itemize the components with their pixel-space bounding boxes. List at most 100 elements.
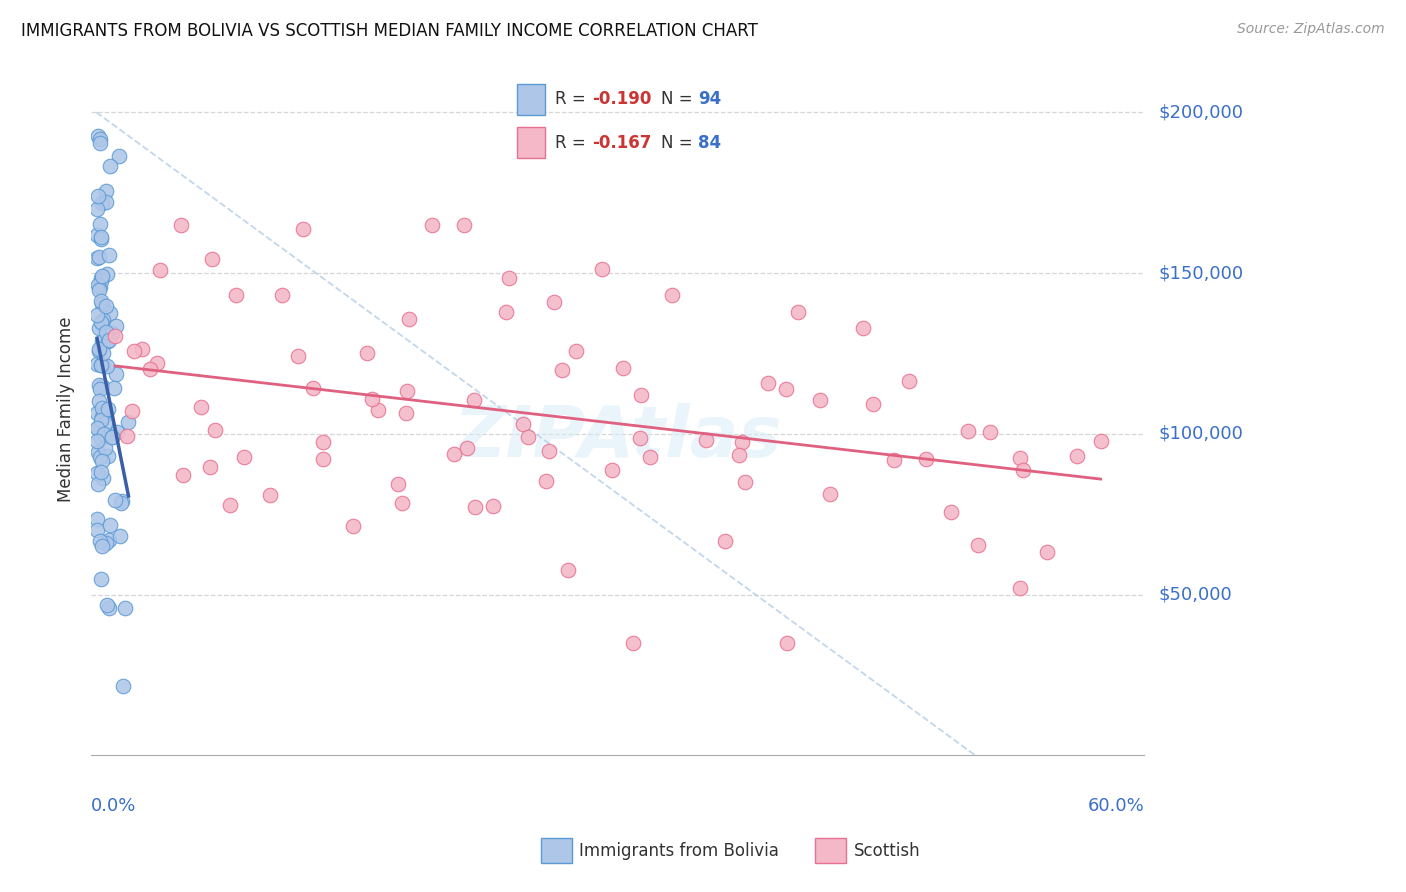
Point xyxy=(565,344,588,359)
Point xyxy=(630,388,652,402)
Point xyxy=(204,423,226,437)
Point xyxy=(90,270,112,285)
Point xyxy=(90,315,112,329)
Point xyxy=(628,431,651,445)
Point xyxy=(90,453,112,467)
Point xyxy=(190,401,212,415)
Point xyxy=(90,232,112,246)
Text: $50,000: $50,000 xyxy=(1159,585,1232,604)
Point xyxy=(498,271,520,285)
Point xyxy=(90,359,112,373)
Point xyxy=(114,600,136,615)
Point xyxy=(98,306,121,320)
Point xyxy=(90,229,112,244)
Point xyxy=(787,305,810,319)
Point xyxy=(90,431,112,445)
Point xyxy=(89,534,111,549)
Point xyxy=(90,572,112,586)
Point xyxy=(939,505,962,519)
Point xyxy=(108,528,131,542)
Point xyxy=(98,160,121,174)
Point xyxy=(551,363,574,377)
Point xyxy=(98,518,121,533)
Point xyxy=(110,494,132,508)
Point xyxy=(86,406,108,420)
Point xyxy=(87,378,110,392)
Point xyxy=(591,261,613,276)
Point xyxy=(302,381,325,395)
Point xyxy=(87,128,110,143)
Point xyxy=(612,360,634,375)
Point xyxy=(149,263,172,277)
Point xyxy=(97,248,120,262)
Point xyxy=(621,636,644,650)
Point xyxy=(543,295,565,310)
Point xyxy=(714,534,737,549)
Point xyxy=(104,492,127,507)
Point xyxy=(96,598,118,612)
Point xyxy=(89,280,111,294)
Point xyxy=(89,250,111,264)
Text: Scottish: Scottish xyxy=(853,842,920,860)
Text: IMMIGRANTS FROM BOLIVIA VS SCOTTISH MEDIAN FAMILY INCOME CORRELATION CHART: IMMIGRANTS FROM BOLIVIA VS SCOTTISH MEDI… xyxy=(21,22,758,40)
Point xyxy=(97,533,120,547)
Point xyxy=(87,277,110,292)
Point xyxy=(1008,451,1031,466)
Point xyxy=(86,227,108,242)
Point xyxy=(661,288,683,302)
Point xyxy=(93,404,115,418)
Point xyxy=(90,274,112,288)
Text: $200,000: $200,000 xyxy=(1159,103,1243,121)
Point xyxy=(86,523,108,537)
Point xyxy=(86,358,108,372)
Point xyxy=(104,329,127,343)
Point xyxy=(94,326,117,340)
Point xyxy=(557,563,579,577)
Point xyxy=(100,326,122,340)
Point xyxy=(198,460,221,475)
Point xyxy=(966,538,988,552)
Point xyxy=(101,430,124,444)
Point xyxy=(356,345,378,359)
Point xyxy=(312,434,335,449)
Point xyxy=(367,403,389,417)
Point xyxy=(122,343,145,358)
Point xyxy=(862,397,884,411)
Point xyxy=(91,312,114,326)
Point xyxy=(695,434,717,448)
Point xyxy=(94,416,117,430)
Point xyxy=(111,679,134,693)
Point xyxy=(91,379,114,393)
Point xyxy=(117,415,139,429)
Point xyxy=(883,453,905,467)
Point xyxy=(103,381,125,395)
Point xyxy=(915,452,938,467)
Point xyxy=(93,358,115,372)
Point xyxy=(90,465,112,479)
Point xyxy=(89,450,111,464)
Point xyxy=(1012,463,1035,477)
Point xyxy=(91,297,114,311)
Point xyxy=(90,293,112,308)
Point xyxy=(1010,581,1032,595)
Point xyxy=(852,321,875,335)
Point xyxy=(170,218,193,232)
Point xyxy=(956,424,979,438)
Point xyxy=(96,267,118,281)
Text: $100,000: $100,000 xyxy=(1159,425,1243,442)
Point xyxy=(1090,434,1112,449)
Point xyxy=(270,288,292,302)
Point xyxy=(93,427,115,442)
Point xyxy=(98,601,121,615)
Point xyxy=(121,404,143,418)
Point xyxy=(138,362,160,376)
Point xyxy=(391,495,413,509)
Point xyxy=(398,312,420,326)
Point xyxy=(495,305,517,319)
Point xyxy=(90,359,112,373)
Point xyxy=(756,376,779,390)
Point xyxy=(537,443,560,458)
Point xyxy=(87,421,110,435)
Point xyxy=(90,268,112,283)
Point xyxy=(89,321,111,335)
